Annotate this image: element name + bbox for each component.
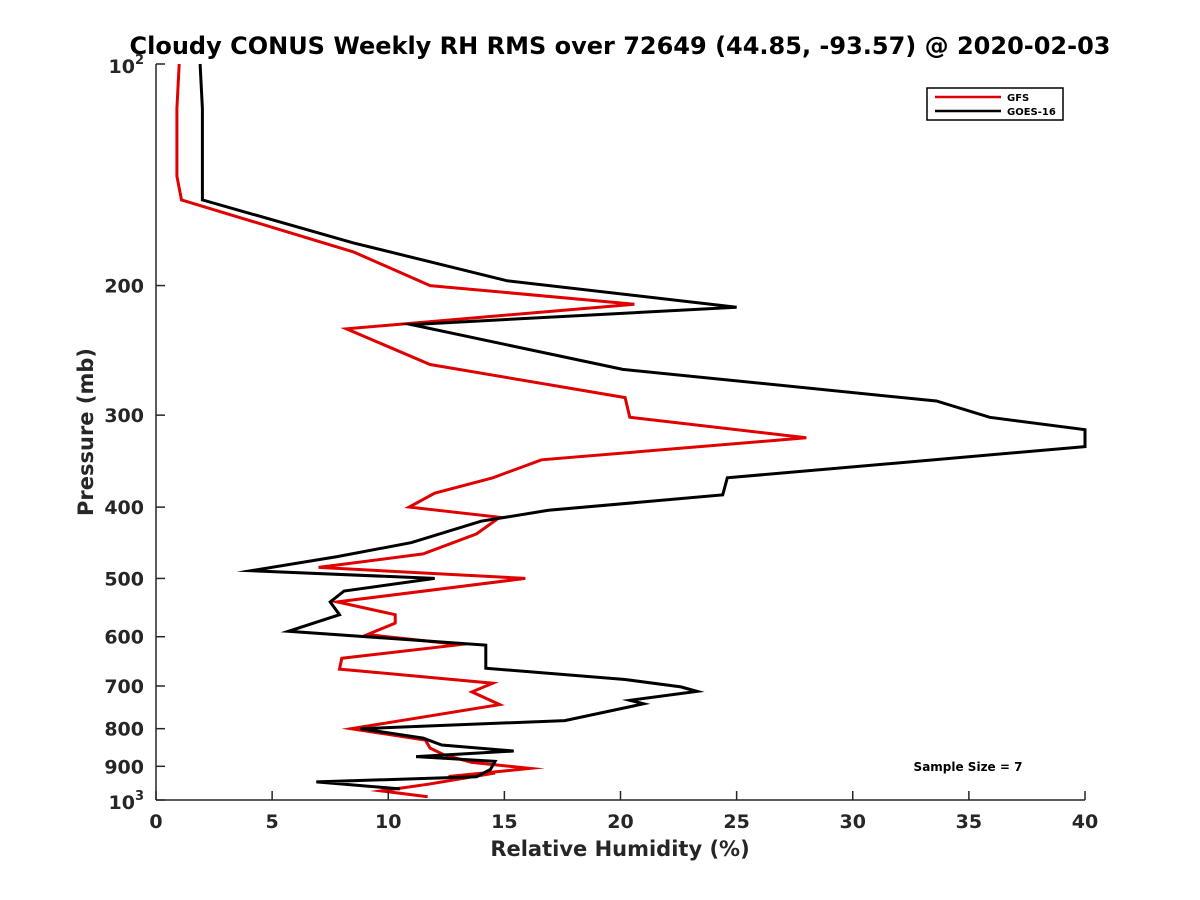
legend-box — [926, 87, 1064, 121]
y-tick-label: 102 — [109, 53, 145, 78]
sample-size-annotation: Sample Size = 7 — [914, 760, 1023, 774]
x-tick-label: 20 — [607, 811, 633, 833]
y-tick-label: 900 — [104, 756, 144, 778]
legend-entry: GFS — [1007, 93, 1029, 104]
x-tick-label: 10 — [375, 811, 401, 833]
x-tick-label: 0 — [149, 811, 162, 833]
y-tick-label: 300 — [104, 405, 144, 427]
axes-layer: 0 5 10 15 20 25 30 35 40 102 200 300 400 500 600 700 800… — [104, 53, 1098, 833]
x-tick-label: 15 — [491, 811, 517, 833]
legend-entry: GOES-16 — [1007, 107, 1056, 118]
x-tick-label: 25 — [723, 811, 749, 833]
y-tick-label: 103 — [109, 789, 145, 814]
y-tick-label: 800 — [104, 719, 144, 741]
x-tick-label: 5 — [266, 811, 279, 833]
series-layer — [175, 63, 1087, 799]
y-axis-label: Pressure (mb) — [74, 348, 98, 516]
y-tick-label: 500 — [104, 568, 144, 590]
x-tick-label: 30 — [840, 811, 866, 833]
chart-title: Cloudy CONUS Weekly RH RMS over 72649 (4… — [130, 32, 1111, 60]
legend: GFS GOES-16 — [926, 87, 1064, 121]
y-tick-label: 600 — [104, 627, 144, 649]
y-tick-label: 200 — [104, 276, 144, 298]
plot-area — [156, 64, 1085, 800]
x-axis-label: Relative Humidity (%) — [490, 837, 749, 861]
x-tick-label: 40 — [1072, 811, 1098, 833]
x-tick-label: 35 — [956, 811, 982, 833]
series-line-goes-16 — [198, 63, 1087, 791]
y-tick-label: 400 — [104, 497, 144, 519]
y-tick-label: 700 — [104, 676, 144, 698]
